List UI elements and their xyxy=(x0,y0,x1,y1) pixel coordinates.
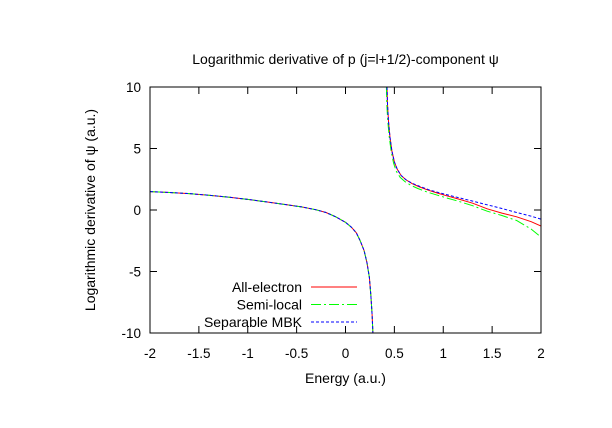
series-line-semi-local-segment-2 xyxy=(385,87,541,238)
x-axis-tick-label: 0 xyxy=(342,346,350,361)
series-line-separable-mbk-segment-1 xyxy=(150,191,374,333)
legend-label-separable-mbk: Separable MBK xyxy=(204,314,303,330)
x-axis-tick-label: 2 xyxy=(537,346,545,361)
x-axis-tick-label: -0.5 xyxy=(285,346,308,361)
y-axis-tick-label: 0 xyxy=(133,203,141,218)
x-axis-label: Energy (a.u.) xyxy=(305,370,386,386)
x-axis-tick-label: -1.5 xyxy=(187,346,210,361)
legend-label-semi-local: Semi-local xyxy=(237,297,302,313)
x-axis-tick-label: -1 xyxy=(242,346,254,361)
series-line-separable-mbk-segment-2 xyxy=(386,87,541,220)
chart-title: Logarithmic derivative of p (j=l+1/2)-co… xyxy=(192,51,499,67)
x-axis-tick-label: 1.5 xyxy=(483,346,502,361)
plot-frame xyxy=(149,86,542,334)
x-axis-tick-label: -2 xyxy=(144,346,156,361)
x-axis-tick-label: 1 xyxy=(439,346,447,361)
y-axis-tick-label: 5 xyxy=(133,142,141,157)
y-axis-label: Logarithmic derivative of ψ (a.u.) xyxy=(82,108,98,312)
x-axis-tick-label: 0.5 xyxy=(385,346,404,361)
y-axis-tick-label: 10 xyxy=(126,80,141,95)
y-axis-tick-label: -10 xyxy=(121,326,141,341)
legend-label-all-electron: All-electron xyxy=(232,279,302,295)
y-axis-tick-label: -5 xyxy=(129,265,141,280)
series-line-all-electron-segment-2 xyxy=(386,87,541,227)
